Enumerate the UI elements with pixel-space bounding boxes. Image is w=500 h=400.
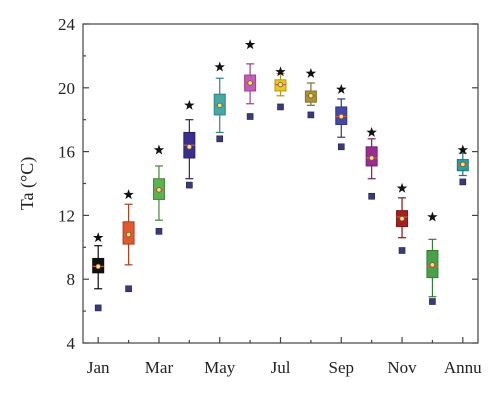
y-tick-label: 24 bbox=[58, 15, 76, 34]
max-outlier-marker bbox=[244, 39, 256, 50]
min-outlier-marker bbox=[398, 247, 406, 254]
x-tick-label: Mar bbox=[145, 358, 174, 377]
mean-marker bbox=[308, 93, 314, 99]
mean-marker bbox=[95, 263, 101, 270]
box-sep bbox=[335, 83, 348, 151]
min-outlier-marker bbox=[277, 103, 284, 111]
mean-marker bbox=[247, 80, 253, 86]
max-outlier-marker bbox=[214, 61, 225, 72]
min-outlier-marker bbox=[337, 143, 345, 151]
x-tick-label: May bbox=[204, 358, 236, 377]
y-tick-label: 12 bbox=[58, 206, 75, 225]
mean-marker bbox=[277, 81, 284, 88]
y-tick-label: 8 bbox=[67, 270, 76, 289]
min-outlier-marker bbox=[125, 285, 132, 293]
box-may bbox=[213, 61, 226, 143]
x-tick-label: Jul bbox=[271, 358, 291, 377]
min-outlier-marker bbox=[307, 111, 315, 119]
mean-marker bbox=[399, 215, 405, 222]
max-outlier-marker bbox=[184, 99, 195, 110]
box-apr bbox=[183, 99, 196, 189]
box-oct bbox=[365, 126, 378, 200]
box-feb bbox=[122, 189, 135, 293]
x-tick-label: Jan bbox=[87, 358, 110, 377]
max-outlier-marker bbox=[427, 211, 438, 222]
max-outlier-marker bbox=[366, 126, 377, 137]
box-mar bbox=[152, 144, 165, 235]
y-tick-label: 16 bbox=[58, 143, 75, 162]
max-outlier-marker bbox=[305, 67, 317, 78]
box-annu bbox=[456, 144, 469, 186]
mean-marker bbox=[186, 144, 193, 150]
mean-marker bbox=[156, 187, 162, 193]
mean-marker bbox=[125, 231, 132, 238]
min-outlier-marker bbox=[459, 178, 467, 186]
mean-marker bbox=[460, 161, 466, 168]
min-outlier-marker bbox=[246, 113, 254, 120]
max-outlier-marker bbox=[396, 182, 408, 193]
x-tick-label: Annu bbox=[444, 358, 482, 377]
box-dec bbox=[426, 211, 439, 305]
max-outlier-marker bbox=[123, 189, 134, 200]
min-outlier-marker bbox=[94, 304, 102, 312]
box-series bbox=[92, 39, 469, 312]
y-tick-label: 4 bbox=[67, 334, 76, 353]
mean-marker bbox=[429, 262, 436, 268]
min-outlier-marker bbox=[216, 135, 224, 143]
box-jul bbox=[274, 66, 287, 111]
mean-marker bbox=[338, 113, 344, 120]
x-tick-label: Sep bbox=[329, 358, 355, 377]
y-axis-title: Ta (°C) bbox=[17, 157, 38, 210]
y-axis: 4 8 12 16 20 24 bbox=[58, 15, 478, 353]
mean-marker bbox=[217, 102, 223, 109]
max-outlier-marker bbox=[457, 144, 469, 155]
x-axis: Jan Mar May Jul Sep Nov Annu bbox=[87, 337, 482, 377]
max-outlier-marker bbox=[153, 144, 165, 155]
min-outlier-marker bbox=[155, 228, 163, 235]
mean-marker bbox=[368, 155, 375, 161]
x-tick-label: Nov bbox=[387, 358, 417, 377]
max-outlier-marker bbox=[275, 66, 286, 77]
y-tick-label: 20 bbox=[58, 79, 75, 98]
max-outlier-marker bbox=[92, 232, 104, 243]
min-outlier-marker bbox=[429, 298, 436, 305]
box-jun bbox=[244, 39, 257, 120]
box-nov bbox=[396, 182, 409, 254]
box-jan bbox=[92, 232, 105, 312]
min-outlier-marker bbox=[368, 192, 375, 200]
box-aug bbox=[304, 67, 317, 119]
min-outlier-marker bbox=[186, 181, 193, 189]
max-outlier-marker bbox=[336, 83, 347, 94]
